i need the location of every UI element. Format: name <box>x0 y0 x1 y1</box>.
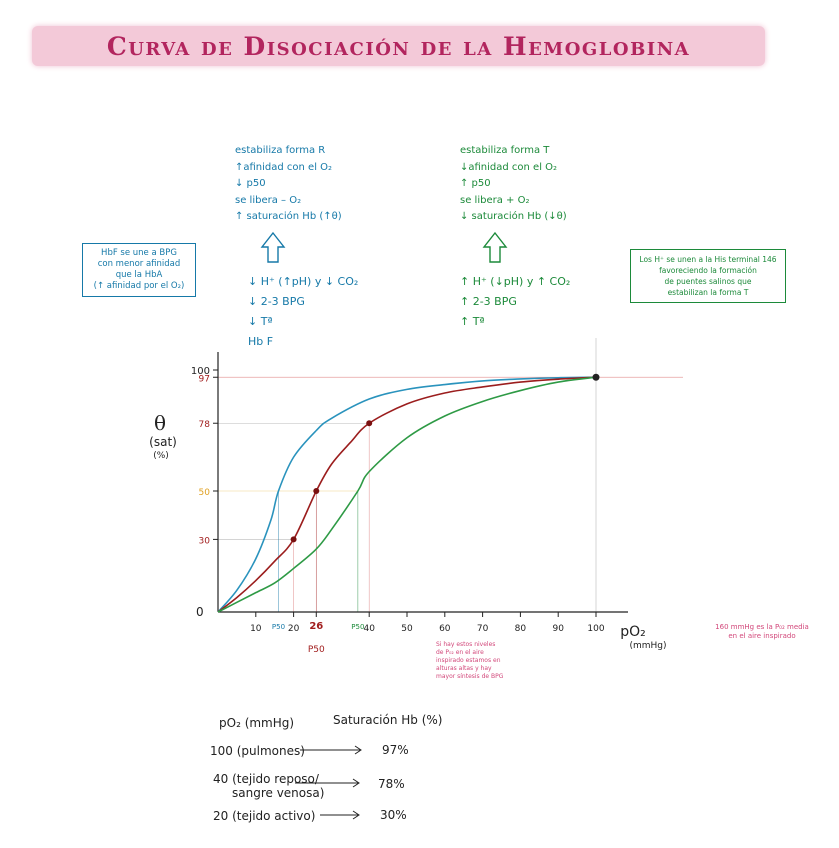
right-line: se libera + O₂ <box>460 194 530 206</box>
left-factors: ↓ H⁺ (↑pH) y ↓ CO₂ ↓ 2-3 BPG ↓ Tª Hb F <box>248 272 358 352</box>
box-line: favoreciendo la formación <box>659 266 757 275</box>
left-line: ↑afinidad con el O₂ <box>235 161 333 173</box>
x-tick-label: 50 <box>401 624 413 634</box>
left-factor: Hb F <box>248 335 274 348</box>
x-tick-label: 20 <box>288 624 300 634</box>
saturation-curve <box>217 376 597 613</box>
table-row-sat: 78% <box>378 777 405 791</box>
p50-label: 26 <box>309 621 323 632</box>
right-effects-note: estabiliza forma T ↓afinidad con el O₂ ↑… <box>460 143 567 226</box>
right-line: ↓ saturación Hb (↓θ) <box>460 211 567 222</box>
right-factor: ↑ H⁺ (↓pH) y ↑ CO₂ <box>460 275 571 288</box>
table-row-p: 20 (tejido activo) <box>213 809 316 823</box>
right-line: ↓afinidad con el O₂ <box>460 161 558 173</box>
x-tick-label: 80 <box>515 624 527 634</box>
chart-series <box>217 373 600 613</box>
box-line: con menor afinidad <box>97 259 181 269</box>
y-tick-label: 97 <box>199 374 210 384</box>
left-factor: ↓ H⁺ (↑pH) y ↓ CO₂ <box>248 275 359 288</box>
chart-guides <box>218 338 683 612</box>
y-tick-label: 78 <box>199 420 211 430</box>
y-axis-title: θ <box>154 411 166 435</box>
right-line: ↑ p50 <box>460 178 491 189</box>
p50-label: P50 <box>272 623 285 631</box>
box-line: de puentes salinos que <box>664 277 752 286</box>
note-line: en el aire inspirado <box>728 632 796 640</box>
chart-axes <box>213 352 628 617</box>
left-factor: ↓ Tª <box>248 315 273 328</box>
box-line: (↑ afinidad por el O₂) <box>93 281 185 291</box>
left-effects-note: estabiliza forma R ↑afinidad con el O₂ ↓… <box>235 143 342 226</box>
left-line: se libera – O₂ <box>235 194 302 206</box>
data-point <box>290 536 297 543</box>
page-title: Curva de Disociación de la Hemoglobina <box>106 31 691 61</box>
title-banner <box>32 26 765 66</box>
left-line: ↑ saturación Hb (↑θ) <box>235 211 342 222</box>
x-tick-label: 100 <box>587 624 604 634</box>
data-point <box>366 420 373 427</box>
hbf-info-box: HbF se une a BPG con menor afinidad que … <box>82 243 196 297</box>
box-line: estabilizan la forma T <box>667 288 749 297</box>
table-row-p-cont: sangre venosa) <box>232 786 325 800</box>
table-header-p: pO₂ (mmHg) <box>219 716 295 730</box>
note-line: Si hay estos niveles <box>436 641 496 648</box>
x-tick-label: 60 <box>439 624 451 634</box>
left-factor: ↓ 2-3 BPG <box>248 295 305 308</box>
left-line: ↓ p50 <box>235 178 266 189</box>
note-line: alturas altas y hay <box>436 665 492 672</box>
y-axis-unit: (%) <box>153 451 169 461</box>
saturation-curve <box>217 376 597 613</box>
right-heading: estabiliza forma T <box>460 145 550 156</box>
table-row-p: 40 (tejido reposo/ <box>213 772 319 786</box>
table-row-sat: 97% <box>382 743 409 757</box>
x-axis-unit: (mmHg) <box>629 641 666 651</box>
inspired-air-note: 160 mmHg es la P₀₂ media en el aire insp… <box>706 623 818 641</box>
y-axis-subtitle: (sat) <box>149 435 177 449</box>
x-tick-label: 90 <box>552 624 564 634</box>
y-tick-label: 100 <box>191 366 210 377</box>
note-line: mayor síntesis de BPG <box>436 673 504 680</box>
x-tick-label: 10 <box>250 624 262 634</box>
note-line: inspirado estamos en <box>436 657 501 664</box>
data-point <box>313 488 320 494</box>
data-point <box>592 373 600 381</box>
saturation-curve <box>217 376 597 613</box>
y-tick-label: 0 <box>196 605 204 619</box>
table-row-sat: 30% <box>380 808 407 822</box>
p50-sub-label: P50 <box>308 645 325 655</box>
altitude-note: Si hay estos niveles de P₀₂ en el aire i… <box>436 641 512 681</box>
x-tick-label: 40 <box>363 624 375 634</box>
right-factor: ↑ Tª <box>460 315 485 328</box>
p50-label: P50 <box>351 623 364 631</box>
note-line: 160 mmHg es la P₀₂ media <box>715 623 809 631</box>
note-line: de P₀₂ en el aire <box>436 649 484 656</box>
box-line: que la HbA <box>115 270 163 280</box>
table-header-sat: Saturación Hb (%) <box>333 713 443 727</box>
his146-info-box: Los H⁺ se unen a la His terminal 146 fav… <box>630 249 786 303</box>
right-factor: ↑ 2-3 BPG <box>460 295 517 308</box>
x-axis-title: pO₂ <box>620 624 646 640</box>
box-line: HbF se une a BPG <box>101 248 177 258</box>
right-factors: ↑ H⁺ (↓pH) y ↑ CO₂ ↑ 2-3 BPG ↑ Tª <box>460 272 570 332</box>
left-heading: estabiliza forma R <box>235 145 326 156</box>
box-line: Los H⁺ se unen a la His terminal 146 <box>639 255 777 264</box>
table-row-p: 100 (pulmones) <box>210 744 305 758</box>
x-tick-label: 70 <box>477 624 489 634</box>
y-tick-label: 50 <box>199 488 211 498</box>
y-tick-label: 30 <box>199 536 211 546</box>
